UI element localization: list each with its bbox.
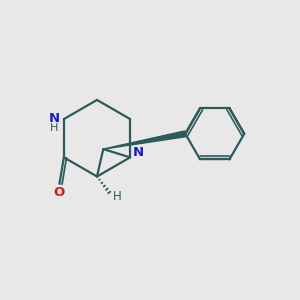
Polygon shape [103, 131, 186, 149]
Text: N: N [133, 146, 144, 159]
Text: H: H [50, 123, 58, 133]
Text: H: H [112, 190, 122, 203]
Text: N: N [49, 112, 60, 125]
Text: O: O [53, 186, 64, 199]
